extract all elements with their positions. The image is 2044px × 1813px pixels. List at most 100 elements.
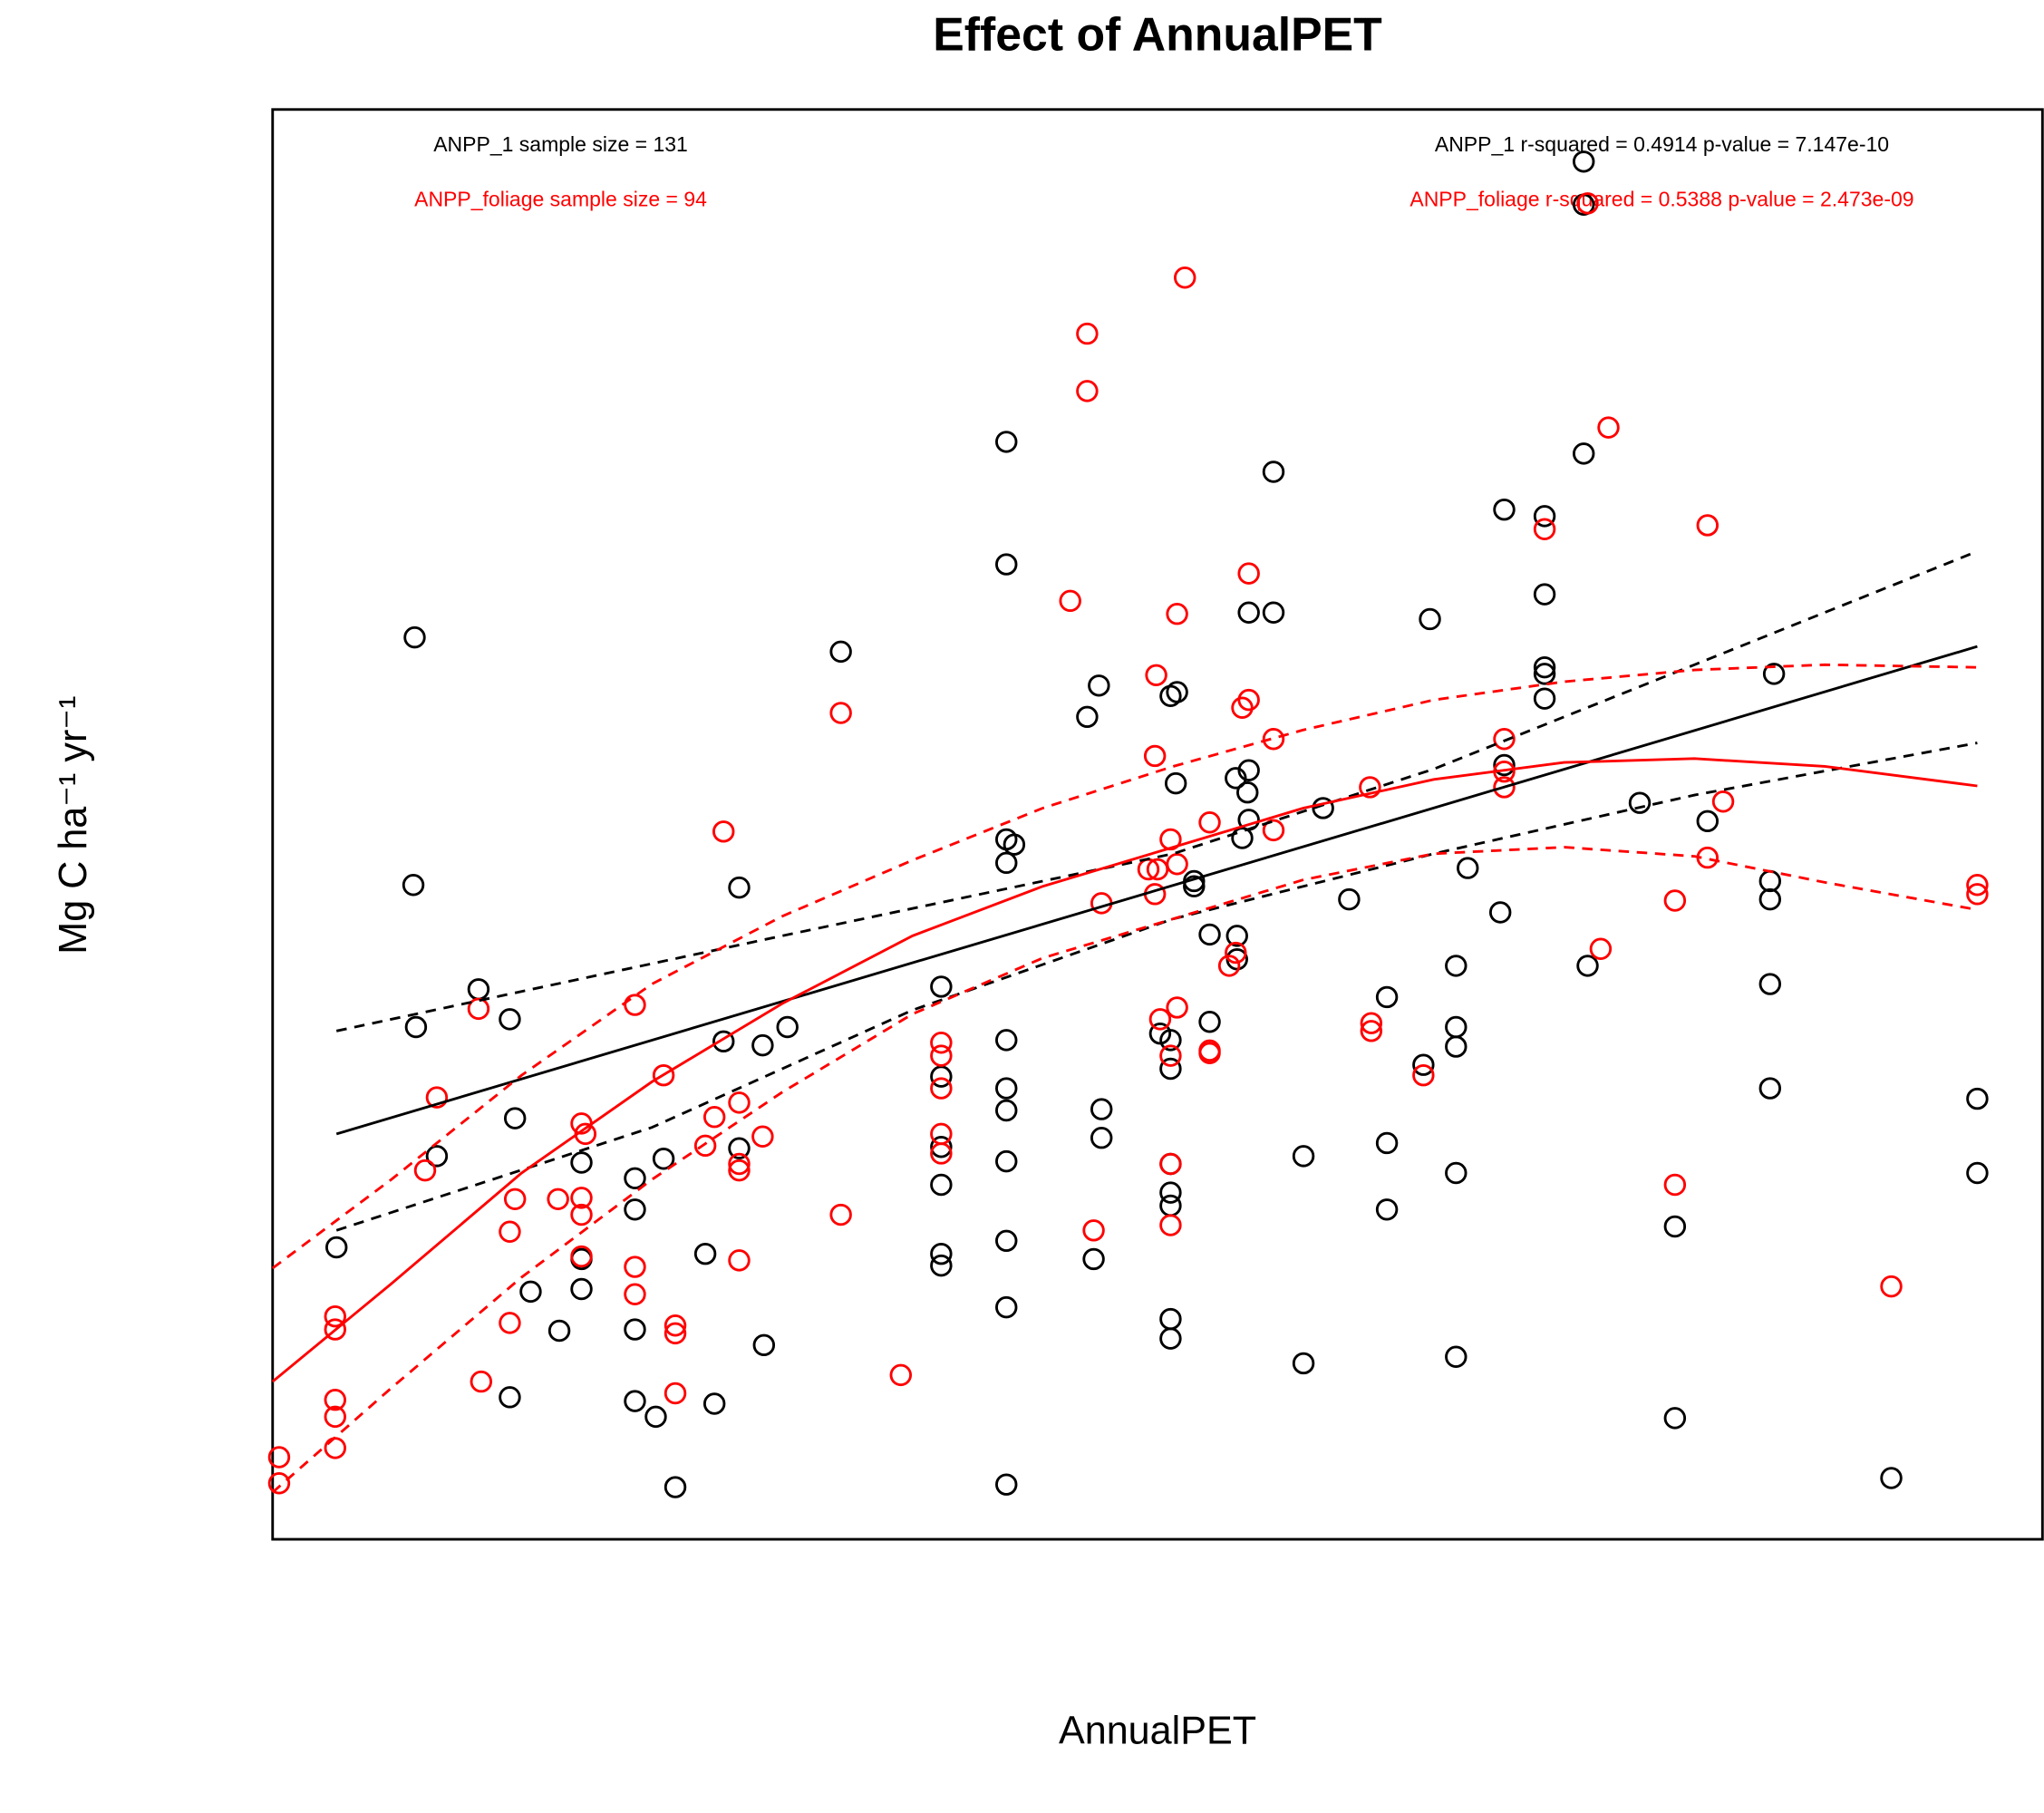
confidence-line (335, 742, 1978, 1232)
point (1663, 1407, 1687, 1430)
point (995, 1149, 1018, 1173)
point (267, 1446, 291, 1469)
annotation: ANPP_1 sample size = 131 (433, 132, 688, 156)
point (1159, 1152, 1182, 1176)
point (1597, 416, 1620, 439)
point (728, 1152, 751, 1176)
point (1159, 1327, 1182, 1350)
point (1419, 607, 1441, 631)
point (1198, 923, 1221, 946)
point (1236, 780, 1259, 804)
point (1576, 955, 1599, 977)
point (1174, 267, 1196, 289)
point (402, 874, 425, 897)
point (930, 1173, 953, 1197)
point (570, 1277, 593, 1301)
plot-frame (271, 108, 2044, 1541)
point (693, 1242, 717, 1265)
point (1159, 1044, 1182, 1067)
point (1076, 380, 1099, 402)
point (1159, 1029, 1182, 1052)
point (995, 1077, 1018, 1100)
point (1166, 681, 1188, 703)
point (995, 1029, 1018, 1052)
point (1262, 819, 1285, 842)
point (413, 1159, 437, 1182)
point (1533, 505, 1556, 528)
point (1966, 874, 1989, 897)
point (324, 1304, 346, 1328)
point (1758, 887, 1782, 911)
point (547, 1319, 571, 1343)
point (499, 1220, 521, 1243)
confidence-line (271, 846, 1978, 1494)
annotation: ANPP_foliage r-squared = 0.5388 p-value … (1409, 188, 1913, 211)
point (519, 1280, 542, 1304)
point (1880, 1467, 1903, 1489)
point (1237, 688, 1260, 712)
point (995, 1473, 1018, 1496)
point (728, 1159, 751, 1182)
point (1412, 1053, 1435, 1076)
point (1159, 1181, 1182, 1204)
point (995, 851, 1018, 875)
point (829, 1203, 852, 1226)
point (1159, 1214, 1182, 1236)
point (1237, 601, 1260, 624)
point (1589, 937, 1613, 960)
point (728, 876, 751, 899)
point (930, 975, 953, 998)
point (693, 1134, 717, 1158)
point (930, 1044, 953, 1067)
confidence-line (335, 549, 1978, 1033)
annotation: ANPP_foliage sample size = 94 (414, 188, 707, 211)
point (1090, 1098, 1113, 1120)
point (751, 1033, 774, 1057)
point (499, 1312, 521, 1334)
point (1696, 810, 1719, 833)
point (1164, 771, 1187, 795)
point (1375, 985, 1399, 1009)
point (1628, 791, 1652, 814)
point (624, 1283, 646, 1305)
point (425, 1145, 449, 1168)
point (702, 1105, 726, 1129)
point (1217, 955, 1241, 977)
point (930, 1032, 953, 1054)
point (1966, 1087, 1989, 1110)
point (1082, 1219, 1105, 1242)
confidence-line (271, 663, 1978, 1270)
point (1148, 1008, 1172, 1031)
point (324, 1318, 346, 1341)
point (1493, 776, 1516, 799)
point (624, 1318, 646, 1341)
point (570, 1187, 593, 1209)
fit-line (335, 645, 1978, 1136)
fit-line (271, 757, 1978, 1383)
point (1088, 674, 1110, 697)
point (652, 1063, 675, 1087)
point (930, 1142, 953, 1165)
point (1663, 1215, 1687, 1238)
point (503, 1107, 527, 1129)
point (995, 1099, 1018, 1122)
point (1076, 322, 1099, 345)
point (1758, 973, 1782, 995)
point (1082, 1247, 1105, 1271)
point (1711, 790, 1735, 813)
point (1237, 562, 1260, 585)
point (664, 1382, 687, 1405)
point (1533, 583, 1556, 606)
x-axis-label: AnnualPET (1059, 1710, 1256, 1753)
point (1338, 887, 1361, 911)
point (1143, 744, 1167, 768)
point (1360, 1020, 1383, 1042)
point (1262, 601, 1285, 624)
point (995, 553, 1018, 576)
point (889, 1363, 913, 1387)
point (624, 1256, 646, 1278)
point (1198, 811, 1221, 834)
point (930, 1254, 953, 1277)
point (404, 1015, 428, 1039)
